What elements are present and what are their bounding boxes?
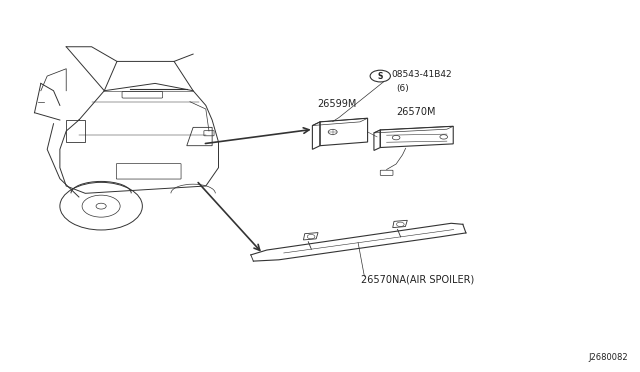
Text: 26570NA(AIR SPOILER): 26570NA(AIR SPOILER) xyxy=(361,275,474,285)
Text: (6): (6) xyxy=(396,84,409,93)
Text: 08543-41B42: 08543-41B42 xyxy=(392,70,452,80)
Text: J2680082: J2680082 xyxy=(588,353,628,362)
Text: 26570M: 26570M xyxy=(396,107,436,117)
Text: S: S xyxy=(378,71,383,81)
Text: 26599M: 26599M xyxy=(317,99,356,109)
